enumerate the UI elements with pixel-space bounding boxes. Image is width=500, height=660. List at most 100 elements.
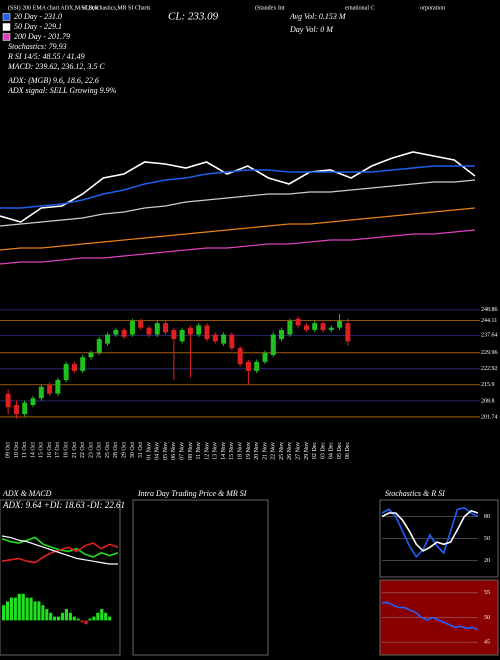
avg-vol: Avg Vol: 0.153 M bbox=[289, 12, 347, 21]
histogram-bar bbox=[100, 609, 104, 621]
x-tick-label: 02 Dec bbox=[312, 442, 318, 459]
series-line bbox=[1, 535, 118, 565]
histogram-bar bbox=[108, 616, 112, 621]
adx-box bbox=[0, 499, 121, 656]
stat-text: R SI 14/5: 48.55 / 41.49 bbox=[7, 52, 85, 61]
y-tick-label: 45 bbox=[484, 640, 490, 646]
histogram-bar bbox=[33, 601, 37, 621]
candle-body bbox=[287, 320, 293, 335]
candle-body bbox=[179, 330, 185, 342]
series-line bbox=[381, 506, 479, 559]
legend-text: 20 Day - 231.0 bbox=[14, 12, 62, 21]
y-tick-label: 215.9 bbox=[481, 382, 495, 388]
y-tick-label: 50 bbox=[484, 615, 490, 621]
candle-body bbox=[113, 330, 119, 335]
x-tick-label: 16 Oct bbox=[47, 442, 53, 458]
candle-body bbox=[279, 330, 285, 340]
x-tick-label: 20 Nov bbox=[254, 442, 260, 460]
x-tick-label: 08 Nov bbox=[188, 442, 194, 460]
series-line bbox=[381, 509, 479, 552]
y-tick-label: 80 bbox=[484, 514, 490, 520]
candle-body bbox=[171, 330, 177, 340]
adx-text: ADX signal: SELL Growing 9.9% bbox=[7, 86, 117, 95]
x-tick-label: 15 Oct bbox=[39, 442, 45, 458]
adx-text: ADX: (MGB) 9.6, 18.6, 22.6 bbox=[7, 76, 99, 85]
histogram-bar bbox=[25, 597, 29, 621]
candle-body bbox=[80, 357, 86, 371]
histogram-bar bbox=[104, 612, 108, 621]
candle-body bbox=[212, 334, 218, 342]
series-line bbox=[0, 207, 476, 251]
x-tick-label: 21 Oct bbox=[72, 442, 78, 458]
histogram-bar bbox=[96, 612, 100, 621]
x-tick-label: 29 Nov bbox=[304, 442, 310, 460]
histogram-bar bbox=[92, 616, 96, 621]
close-price: CL: 233.09 bbox=[168, 11, 219, 23]
candle-body bbox=[295, 318, 301, 326]
histogram-bar bbox=[84, 620, 88, 625]
x-tick-label: 19 Nov bbox=[246, 442, 252, 460]
candle-body bbox=[237, 348, 243, 365]
x-tick-label: 30 Oct bbox=[130, 442, 136, 458]
x-tick-label: 10 Oct bbox=[14, 442, 20, 458]
candle-body bbox=[262, 352, 268, 362]
histogram-bar bbox=[57, 616, 61, 621]
histogram-bar bbox=[45, 609, 49, 621]
candle-body bbox=[187, 327, 193, 335]
candle-body bbox=[337, 320, 343, 328]
legend-swatch bbox=[2, 33, 11, 41]
y-tick-label: 244.11 bbox=[481, 318, 497, 324]
series-line bbox=[0, 179, 476, 227]
series-line bbox=[0, 229, 476, 265]
stat-text: Stochastics: 79.93 bbox=[8, 42, 67, 51]
legend-text: 50 Day - 229.1 bbox=[14, 22, 62, 31]
candle-body bbox=[121, 330, 127, 337]
candle-body bbox=[5, 393, 11, 408]
histogram-bar bbox=[72, 616, 76, 621]
series-line bbox=[0, 151, 476, 223]
x-tick-label: 05 Nov bbox=[163, 442, 169, 460]
candle-body bbox=[328, 327, 334, 330]
stat-text: MACD: 239.62, 236.12, 3.5 C bbox=[7, 62, 105, 71]
candle-body bbox=[55, 380, 61, 394]
candle-body bbox=[13, 405, 19, 415]
candle-body bbox=[105, 334, 111, 344]
stoch-box bbox=[379, 499, 499, 578]
header-text: (SSI) 200 EMA chart ADX,MACD,R bbox=[8, 4, 98, 11]
histogram-bar bbox=[2, 605, 6, 621]
x-tick-label: 21 Nov bbox=[262, 442, 268, 460]
candle-body bbox=[154, 323, 160, 335]
x-tick-label: 14 Nov bbox=[221, 442, 227, 460]
candle-body bbox=[71, 364, 77, 371]
candle-body bbox=[96, 339, 102, 353]
candle-body bbox=[204, 325, 210, 340]
candle-body bbox=[254, 361, 260, 371]
histogram-bar bbox=[60, 612, 65, 621]
panel-title: Stochastics & R SI bbox=[385, 489, 445, 498]
candle-body bbox=[320, 323, 326, 330]
histogram-bar bbox=[49, 612, 53, 621]
legend-text: 200 Day - 201.79 bbox=[14, 32, 70, 41]
x-tick-label: 28 Oct bbox=[113, 442, 119, 458]
panel-title: ADX: 9.64 +DI: 18.63 -DI: 22.61 bbox=[2, 500, 125, 510]
y-tick-label: 50 bbox=[484, 536, 490, 542]
legend-swatch bbox=[2, 13, 11, 21]
x-tick-label: 11 Nov bbox=[196, 442, 202, 460]
x-tick-label: 13 Nov bbox=[213, 442, 219, 460]
candle-body bbox=[63, 364, 69, 380]
x-tick-label: 09 Oct bbox=[6, 442, 12, 458]
x-tick-label: 24 Oct bbox=[97, 442, 103, 458]
series-line bbox=[0, 165, 475, 209]
x-tick-label: 22 Oct bbox=[80, 442, 86, 458]
x-tick-label: 01 Nov bbox=[146, 442, 152, 460]
x-tick-label: 04 Nov bbox=[155, 442, 161, 460]
candle-body bbox=[229, 334, 235, 349]
x-tick-label: 12 Nov bbox=[204, 442, 210, 460]
y-tick-label: 201.74 bbox=[481, 414, 498, 420]
y-tick-label: 229.96 bbox=[481, 350, 498, 356]
y-tick-label: 248.86 bbox=[481, 307, 498, 313]
x-tick-label: 22 Nov bbox=[271, 442, 277, 460]
